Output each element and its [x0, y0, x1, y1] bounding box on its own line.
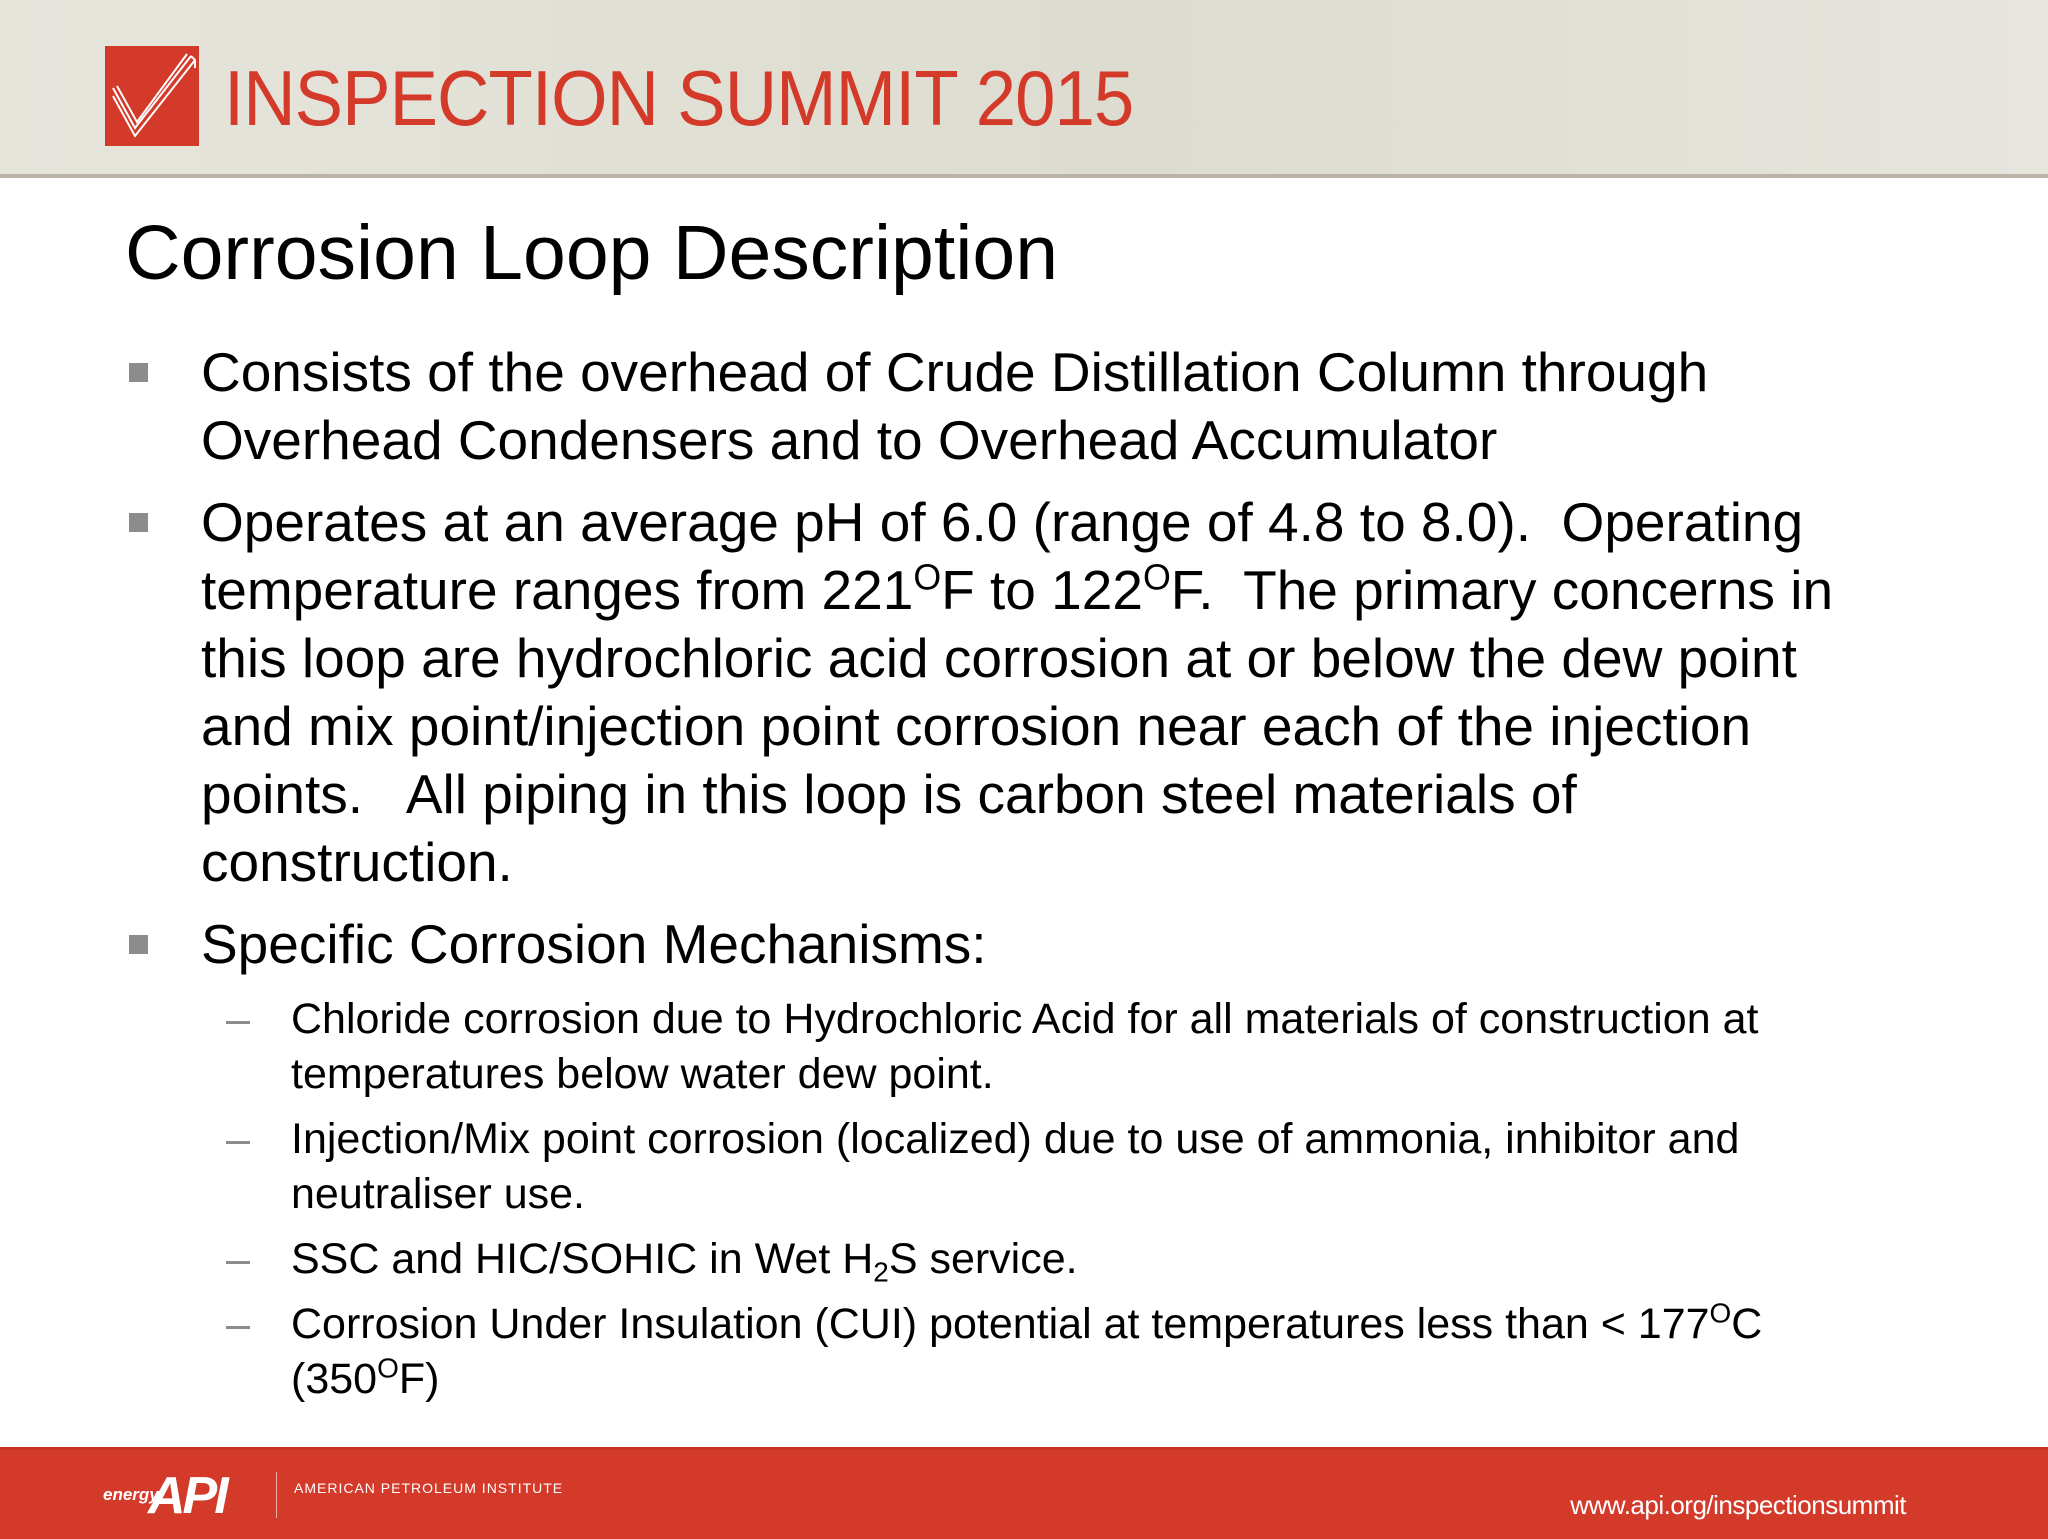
bullet-list: Consists of the overhead of Crude Distil…	[0, 338, 2048, 1417]
slide-header: INSPECTION SUMMIT 2015	[0, 0, 2048, 178]
text-segment: Specific Corrosion Mechanisms:	[201, 913, 987, 975]
square-bullet-icon	[129, 935, 148, 954]
text-line: points. All piping in this loop is carbo…	[201, 760, 2048, 828]
text-line: SSC and HIC/SOHIC in Wet H2S service.	[291, 1232, 2048, 1287]
dash-bullet-icon	[226, 1021, 250, 1024]
dash-bullet-icon	[226, 1141, 250, 1144]
text-line: Chloride corrosion due to Hydrochloric A…	[291, 992, 2048, 1047]
text-line: (350OF)	[291, 1352, 2048, 1407]
text-segment: Consists of the overhead of Crude Distil…	[201, 341, 1709, 403]
text-line: Corrosion Under Insulation (CUI) potenti…	[291, 1297, 2048, 1352]
text-line: Operates at an average pH of 6.0 (range …	[201, 488, 2048, 556]
text-segment: and mix point/injection point corrosion …	[201, 695, 1752, 757]
text-segment: F)	[398, 1355, 440, 1403]
text-segment: S service.	[888, 1235, 1078, 1283]
square-bullet-icon	[129, 513, 148, 532]
text-segment: C	[1731, 1300, 1763, 1348]
text-line: temperatures below water dew point.	[291, 1047, 2048, 1102]
text-line: construction.	[201, 828, 2048, 896]
text-segment: SSC and HIC/SOHIC in Wet H	[291, 1235, 874, 1283]
api-logo: API	[148, 1467, 229, 1525]
square-bullet-icon	[129, 363, 148, 382]
text-segment: (350	[291, 1355, 378, 1403]
superscript: O	[1709, 1297, 1732, 1329]
sub-bullet-item: Injection/Mix point corrosion (localized…	[0, 1112, 2048, 1222]
text-segment: Chloride corrosion due to Hydrochloric A…	[291, 995, 1759, 1043]
checkmark-icon	[105, 46, 199, 146]
bullet-item: Operates at an average pH of 6.0 (range …	[0, 488, 2048, 896]
sub-bullet-item: Chloride corrosion due to Hydrochloric A…	[0, 992, 2048, 1102]
footer-divider	[276, 1472, 277, 1518]
text-line: Injection/Mix point corrosion (localized…	[291, 1112, 2048, 1167]
text-line: neutraliser use.	[291, 1167, 2048, 1222]
footer-url: www.api.org/inspectionsummit	[1570, 1490, 1906, 1520]
text-segment: temperature ranges from 221	[201, 559, 914, 621]
bullet-item: Consists of the overhead of Crude Distil…	[0, 338, 2048, 474]
org-name: AMERICAN PETROLEUM INSTITUTE	[294, 1480, 564, 1496]
text-segment: Corrosion Under Insulation (CUI) potenti…	[291, 1300, 1710, 1348]
sub-bullet-item: SSC and HIC/SOHIC in Wet H2S service.	[0, 1232, 2048, 1287]
superscript: O	[377, 1352, 399, 1384]
text-line: and mix point/injection point corrosion …	[201, 692, 2048, 760]
superscript: O	[913, 557, 942, 598]
api-energy-label: energy	[103, 1485, 159, 1504]
text-segment: Overhead Condensers and to Overhead Accu…	[201, 409, 1498, 471]
text-segment: Injection/Mix point corrosion (localized…	[291, 1115, 1740, 1163]
text-segment: Operates at an average pH of 6.0 (range …	[201, 491, 1804, 553]
dash-bullet-icon	[226, 1261, 250, 1264]
text-line: temperature ranges from 221OF to 122OF. …	[201, 556, 2048, 624]
text-segment: this loop are hydrochloric acid corrosio…	[201, 627, 1797, 689]
text-segment: construction.	[201, 831, 513, 893]
text-segment: temperatures below water dew point.	[291, 1050, 994, 1098]
superscript: O	[1142, 557, 1171, 598]
bullet-item: Specific Corrosion Mechanisms:	[0, 910, 2048, 978]
text-line: Specific Corrosion Mechanisms:	[201, 910, 2048, 978]
text-segment: F. The primary concerns in	[1170, 559, 1834, 621]
text-segment: F to 122	[941, 559, 1143, 621]
event-title: INSPECTION SUMMIT 2015	[224, 54, 1134, 142]
subscript: 2	[873, 1256, 889, 1288]
text-line: Overhead Condensers and to Overhead Accu…	[201, 406, 2048, 474]
text-line: this loop are hydrochloric acid corrosio…	[201, 624, 2048, 692]
text-line: Consists of the overhead of Crude Distil…	[201, 338, 2048, 406]
text-segment: neutraliser use.	[291, 1170, 585, 1218]
slide-title: Corrosion Loop Description	[125, 210, 1059, 296]
text-segment: points. All piping in this loop is carbo…	[201, 763, 1577, 825]
dash-bullet-icon	[226, 1326, 250, 1329]
slide-footer: energy API AMERICAN PETROLEUM INSTITUTE …	[0, 1447, 2048, 1539]
sub-bullet-item: Corrosion Under Insulation (CUI) potenti…	[0, 1297, 2048, 1407]
